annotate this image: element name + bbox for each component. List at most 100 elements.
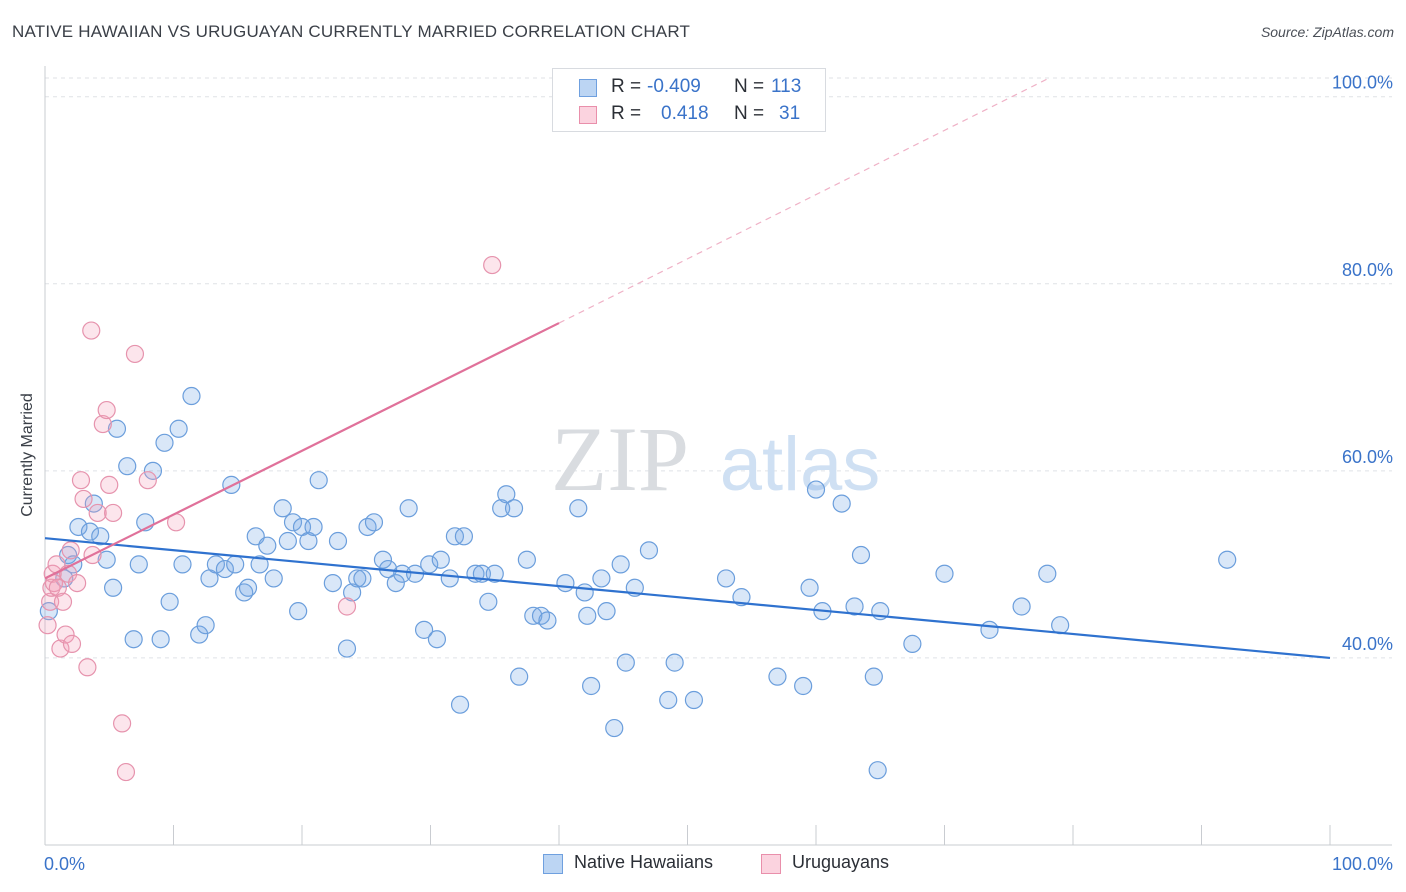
hawaiian-point (353, 569, 372, 588)
legend-r-value: -0.409 (647, 76, 701, 97)
hawaiian-point (328, 531, 348, 551)
hawaiian-trend-line (44, 537, 1331, 660)
hawaiian-point (868, 761, 887, 780)
hawaiian-point (582, 676, 601, 696)
uruguayan-point (38, 616, 57, 635)
trend-lines (44, 77, 1331, 660)
hawaiian-point (91, 527, 110, 546)
hawaiian-point (393, 564, 412, 583)
hawaiian-point (597, 602, 616, 621)
watermark: ZIP atlas (551, 408, 880, 510)
x-tick-label: 0.0% (44, 854, 85, 874)
hawaiian-point (258, 536, 277, 555)
hawaiian-point (304, 517, 323, 537)
legend-swatch-hawaiians (579, 79, 597, 97)
hawaiian-point (716, 569, 736, 588)
hawaiian-point (323, 573, 342, 593)
uruguayan-point (56, 625, 75, 644)
uruguayan-point (74, 489, 93, 509)
hawaiian-point (569, 499, 588, 518)
uruguayan-point (88, 503, 107, 523)
axes (44, 66, 1392, 846)
uruguayan-point (93, 414, 112, 434)
uruguayan-point (78, 658, 97, 677)
hawaiian-point (215, 559, 234, 579)
hawaiian-point (450, 695, 470, 714)
chart-title: NATIVE HAWAIIAN VS URUGUAYAN CURRENTLY M… (12, 22, 691, 41)
uruguayan-point (116, 762, 136, 782)
hawaiian-point (283, 513, 303, 532)
legend-n-label: N = (734, 103, 765, 124)
hawaiian-point (182, 386, 201, 406)
hawaiian-point (768, 667, 787, 686)
hawaiian-point (794, 676, 813, 696)
hawaiian-point (69, 517, 88, 537)
hawaiian-point (845, 597, 864, 616)
gridlines (45, 77, 1392, 659)
hawaiian-point (373, 550, 393, 569)
hawaiian-point (206, 555, 226, 574)
hawaiian-point (575, 583, 594, 602)
uruguayan-point (51, 639, 70, 658)
hawaiian-point (605, 718, 624, 738)
hawaiian-point (299, 531, 318, 551)
hawaiian-point (864, 667, 883, 686)
hawaiian-point (39, 602, 58, 621)
uruguayan-point (104, 503, 123, 523)
hawaiian-point (800, 578, 819, 597)
uruguayan-point (53, 592, 73, 611)
uruguayan-point (82, 321, 101, 340)
hawaiian-point (851, 545, 871, 565)
hawaiian-point (124, 630, 143, 649)
source-credit: Source: ZipAtlas.com (1260, 24, 1394, 40)
hawaiian-point (386, 573, 405, 593)
hawaiian-point (104, 578, 123, 597)
hawaiian-point (665, 653, 684, 672)
hawaiian-point (97, 550, 116, 569)
hawaiian-point (107, 419, 127, 438)
uruguayan-point (48, 578, 67, 597)
uruguayan-point (138, 471, 157, 490)
hawaiian-point (238, 578, 258, 597)
hawaiian-point (289, 602, 308, 621)
hawaiian-point (427, 630, 447, 649)
hawaiian-point (226, 555, 245, 574)
hawaiian-point (1012, 597, 1031, 616)
hawaiian-point (173, 555, 192, 574)
hawaiian-point (485, 564, 504, 583)
hawaiian-point (160, 592, 179, 611)
hawaiian-point (143, 461, 163, 480)
legend-r-label: R = (611, 103, 642, 124)
hawaiian-point (250, 555, 269, 574)
hawaiian-point (414, 620, 434, 639)
watermark-zip: ZIP (551, 408, 689, 510)
tick-labels: 40.0% 60.0% 80.0% 100.0% 0.0% 100.0% (44, 73, 1393, 874)
hawaiian-point (343, 583, 362, 602)
hawaiian-point (517, 550, 536, 569)
uruguayan-point (483, 255, 502, 275)
hawaiian-point (479, 592, 498, 611)
uruguayan-trend-line (44, 322, 560, 580)
legend-n-value: 31 (779, 103, 801, 124)
hawaiian-point (454, 527, 474, 546)
hawaiian-point (278, 531, 297, 551)
uruguayan-point (97, 400, 116, 420)
hawaiian-point (659, 690, 678, 710)
hawaiian-point (151, 630, 170, 649)
hawaiian-point (399, 499, 418, 518)
hawaiian-point (592, 569, 611, 588)
legend-r-value: 0.418 (661, 103, 709, 124)
uruguayan-point (337, 597, 357, 616)
legend-row-hawaiians: R = -0.409 N = 113 (553, 74, 825, 100)
hawaiian-point (129, 555, 148, 574)
bottom-legend-swatch-hawaiians (543, 854, 563, 874)
hawaiian-point (337, 639, 357, 658)
hawaiian-point (169, 419, 188, 438)
uruguayan-point (62, 634, 82, 653)
hawaiian-point (420, 555, 439, 574)
data-points (38, 255, 1237, 782)
hawaiian-point (309, 471, 328, 490)
y-tick-label: 100.0% (1332, 73, 1393, 93)
y-tick-label: 60.0% (1342, 447, 1393, 467)
uruguayan-point (71, 471, 91, 490)
